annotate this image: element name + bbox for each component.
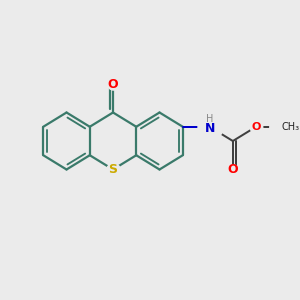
Text: O: O — [251, 122, 261, 132]
Text: N: N — [204, 122, 215, 135]
Text: S: S — [109, 163, 118, 176]
Text: O: O — [108, 77, 118, 91]
Text: CH₃: CH₃ — [282, 122, 300, 132]
Text: O: O — [227, 163, 238, 176]
Text: H: H — [206, 114, 213, 124]
